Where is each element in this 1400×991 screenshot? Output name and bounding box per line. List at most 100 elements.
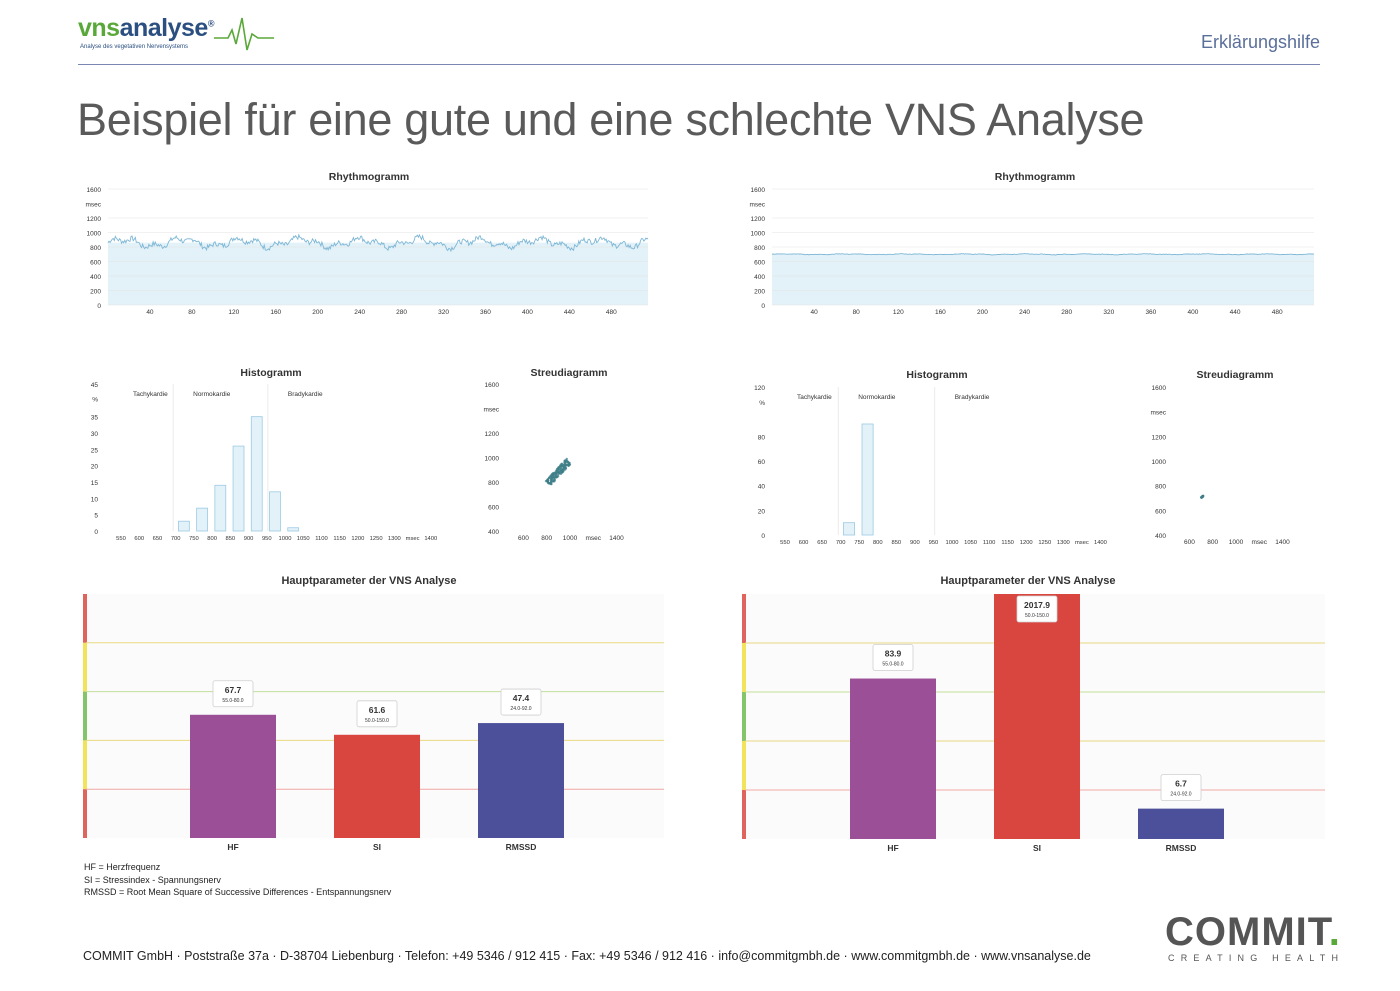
- hist-zone-label: Bradykardie: [955, 394, 990, 401]
- heartbeat-icon: [214, 17, 274, 51]
- hist-xtick: 850: [225, 536, 235, 542]
- params-zone-stripe: [83, 789, 87, 838]
- rhythm-xtick: 280: [396, 309, 407, 316]
- hist-title: Histogramm: [906, 369, 967, 381]
- hist-bar: [177, 520, 190, 532]
- rhythm-xtick: 360: [1145, 309, 1156, 316]
- hist-xtick: 550: [116, 536, 126, 542]
- legend-rmssd: RMSSD = Root Mean Square of Successive D…: [84, 887, 392, 897]
- commit-brand: COMMIT: [1165, 910, 1329, 954]
- scatter-xtick: 800: [541, 535, 552, 542]
- scatter-point: [568, 462, 571, 465]
- logo-vns: vns: [78, 14, 120, 42]
- footer-address: COMMIT GmbH · Poststraße 37a · D-38704 L…: [83, 949, 1091, 963]
- commit-logo: COMMIT.: [1165, 910, 1341, 955]
- hist-zone-label: Bradykardie: [288, 391, 323, 398]
- rhythm-title: Rhythmogramm: [329, 171, 410, 183]
- hist-xtick: 800: [207, 536, 217, 542]
- scatter-xtick: 600: [518, 535, 529, 542]
- hist-bar: [250, 416, 263, 532]
- scatter-ytick: 600: [488, 505, 499, 512]
- params-range: 55.0-80.0: [222, 698, 243, 704]
- hist-xtick: 950: [929, 540, 939, 546]
- params-value: 47.4: [513, 693, 530, 703]
- hist-yunit: %: [759, 400, 765, 407]
- hist-xtick: 1250: [1038, 540, 1051, 546]
- hist-zone-label: Normokardie: [193, 391, 231, 398]
- params-xlabel: HF: [887, 843, 898, 853]
- rhythm-xtick: 440: [564, 309, 575, 316]
- params-bar-rmssd: [478, 723, 564, 838]
- rhythm-ytick: 400: [754, 274, 765, 281]
- hist-ytick: 120: [754, 385, 765, 392]
- hist-xtick: msec: [406, 536, 420, 542]
- params-title: Hauptparameter der VNS Analyse: [940, 575, 1115, 587]
- hist-ytick: 10: [91, 496, 99, 503]
- rhythm-xtick: 320: [1103, 309, 1114, 316]
- hist-yunit: %: [92, 397, 98, 404]
- params-bar-hf: [850, 678, 936, 839]
- rhythm-ytick: 200: [754, 289, 765, 296]
- rhythm-line: [771, 253, 1315, 256]
- scatter-point: [552, 479, 556, 482]
- scatter-xtick: 1000: [1229, 539, 1244, 546]
- params-value-callout: [500, 688, 542, 716]
- hist-ytick: 0: [94, 529, 98, 536]
- params-xlabel: RMSSD: [1166, 843, 1197, 853]
- scatter-ytick: 600: [1155, 508, 1166, 515]
- scatter-title: Streudiagramm: [530, 367, 607, 379]
- hist-xtick: 1100: [315, 536, 327, 542]
- hist-ytick: 25: [91, 447, 99, 454]
- params-bar-si: [334, 734, 420, 838]
- scatter-ytick: 1600: [1152, 385, 1167, 392]
- rhythm-yunit: msec: [749, 202, 765, 209]
- scatter-ytick: 400: [488, 529, 499, 536]
- scatter-xtick: 600: [1184, 539, 1195, 546]
- params-value-callout: [212, 680, 254, 708]
- hist-bar: [287, 527, 300, 532]
- params-range: 24.0-92.0: [510, 706, 531, 712]
- hist-bar: [843, 522, 855, 536]
- params-value: 67.7: [225, 685, 242, 695]
- scatter-point: [563, 462, 567, 465]
- scatter-xtick: 1000: [563, 535, 578, 542]
- scatter-point: [559, 467, 563, 471]
- scatter-yunit: msec: [483, 407, 499, 414]
- hist-xtick: 1300: [388, 536, 401, 542]
- rhythm-ytick: 0: [761, 303, 765, 310]
- rhythm-ytick: 800: [754, 245, 765, 252]
- rhythm-xtick: 240: [354, 309, 365, 316]
- hist-xtick: 750: [854, 540, 864, 546]
- hist-xtick: 1100: [983, 540, 995, 546]
- hist-ytick: 30: [91, 431, 99, 438]
- rhythm-xtick: 240: [1019, 309, 1030, 316]
- hist-xtick: 1300: [1057, 540, 1070, 546]
- rhythm-xtick: 120: [893, 309, 904, 316]
- brand-logo: vnsanalyse®: [78, 14, 214, 43]
- scatter-ytick: 400: [1155, 533, 1166, 540]
- rhythm-title: Rhythmogramm: [995, 171, 1076, 183]
- rhythm-line: [107, 233, 649, 253]
- hist-xtick: 1050: [297, 536, 310, 542]
- scatter-point: [556, 475, 560, 478]
- rhythm-xtick: 200: [312, 309, 323, 316]
- rhythm-fill: [772, 254, 1314, 305]
- hist-xtick: 1400: [1094, 540, 1107, 546]
- hist-xtick: 650: [817, 540, 827, 546]
- params-bar-si: [994, 594, 1080, 839]
- rhythm-xtick: 40: [146, 309, 154, 316]
- header-divider: [78, 64, 1320, 65]
- rhythm-xtick: 360: [480, 309, 491, 316]
- params-zone-stripe: [742, 594, 746, 643]
- params-value-callout: [872, 644, 914, 671]
- params-zone-stripe: [742, 790, 746, 839]
- scatter-point: [563, 460, 567, 463]
- hist-xtick: 800: [873, 540, 883, 546]
- params-xlabel: HF: [227, 842, 238, 852]
- hist-xtick: 1400: [424, 536, 437, 542]
- scatter-point: [551, 474, 555, 478]
- scatter-ytick: 800: [488, 480, 499, 487]
- rhythm-ytick: 200: [90, 289, 101, 296]
- help-link[interactable]: Erklärungshilfe: [1200, 32, 1320, 52]
- hist-ytick: 0: [761, 533, 765, 540]
